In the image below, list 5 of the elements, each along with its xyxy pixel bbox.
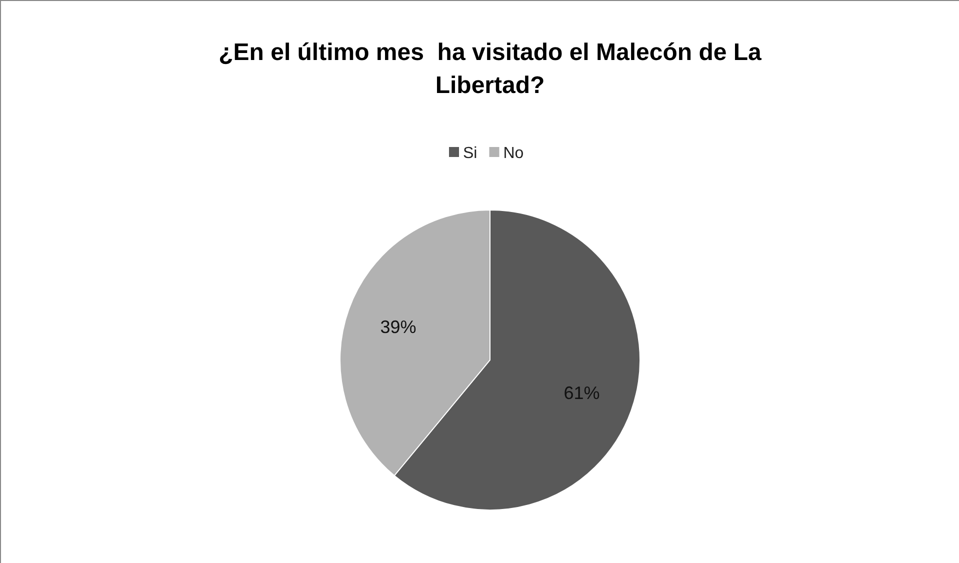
data-label: 61% [564,383,600,404]
chart-title: ¿En el último mes ha visitado el Malecón de La Libertad? [218,39,762,99]
legend-label: Si [463,145,478,162]
data-label: 39% [380,316,416,337]
legend-label: No [503,145,524,162]
